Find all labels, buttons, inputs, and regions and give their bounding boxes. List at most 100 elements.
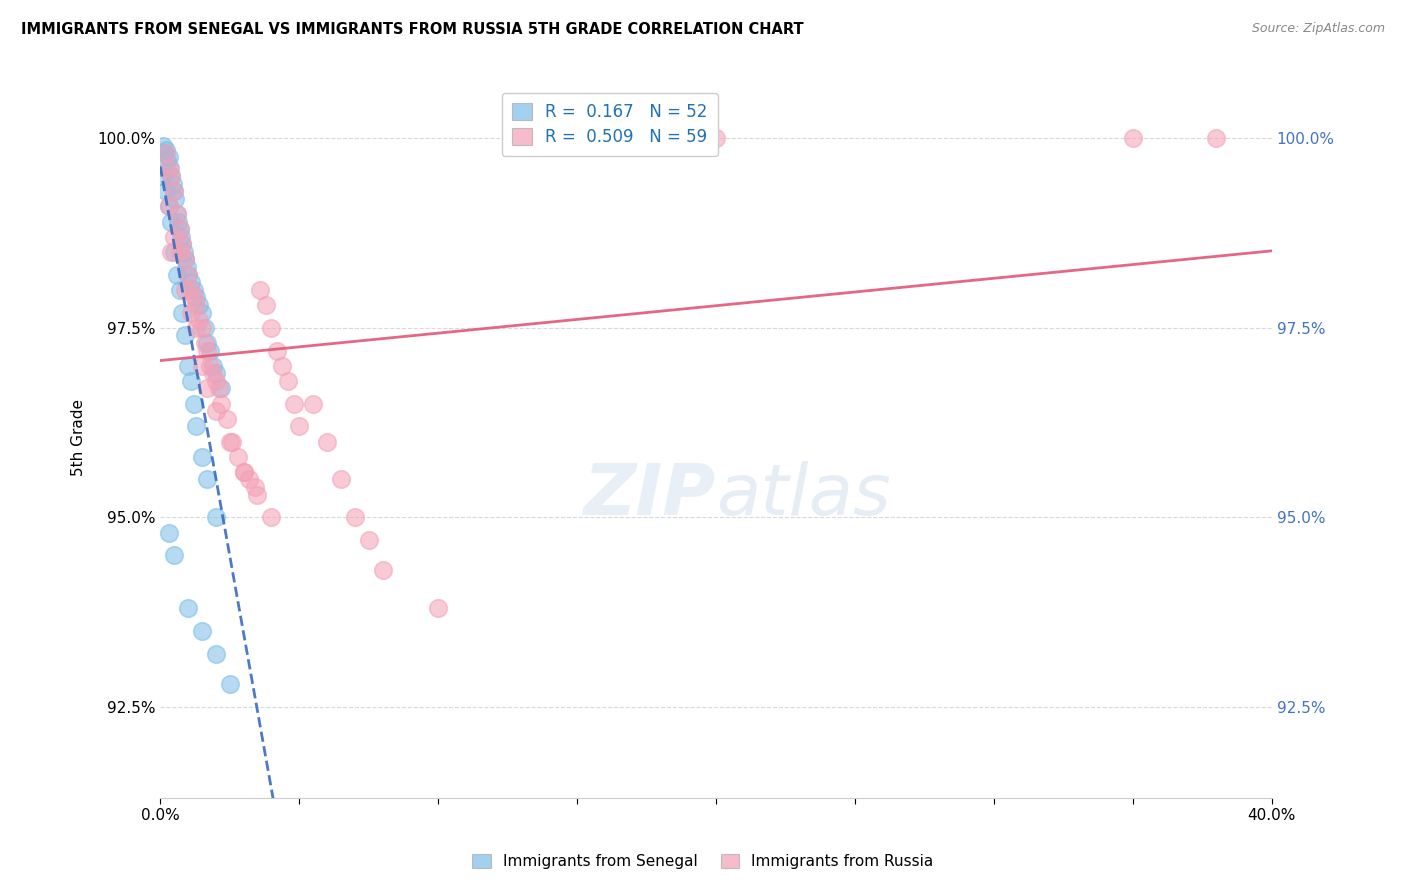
Point [218,434,240,449]
Point [180,275,202,289]
Point [254,298,277,312]
Point [204,647,226,661]
Point [177,268,200,282]
Point [357,533,380,548]
Point [169,222,191,236]
Point [186,290,208,304]
Point [167,214,190,228]
Point [163,184,186,198]
Point [249,283,271,297]
Point [260,320,283,334]
Point [186,320,208,334]
Point [174,283,197,297]
Y-axis label: 5th Grade: 5th Grade [72,400,86,476]
Point [329,473,352,487]
Point [197,343,219,358]
Point [153,146,176,161]
Point [159,161,181,176]
Point [215,411,238,425]
Point [166,268,188,282]
Point [156,153,179,168]
Point [177,359,200,373]
Point [200,343,222,358]
Text: atlas: atlas [716,461,890,530]
Point [169,222,191,236]
Point [186,298,208,312]
Text: Source: ZipAtlas.com: Source: ZipAtlas.com [1251,22,1385,36]
Point [152,138,174,153]
Point [204,510,226,524]
Point [288,419,311,434]
Point [191,305,214,319]
Point [160,169,183,183]
Point [174,252,197,267]
Point [191,450,214,464]
Point [157,525,180,540]
Point [194,335,217,350]
Point [260,510,283,524]
Point [170,229,193,244]
Point [177,268,200,282]
Point [180,305,202,319]
Point [155,184,177,198]
Point [176,260,198,274]
Point [207,381,229,395]
Point [197,473,219,487]
Point [157,199,180,213]
Point [191,624,214,639]
Point [183,396,205,410]
Point [202,359,225,373]
Point [191,320,214,334]
Point [204,404,226,418]
Point [246,488,269,502]
Point [232,465,254,479]
Point [243,480,266,494]
Point [204,374,226,388]
Point [232,465,254,479]
Text: ZIP: ZIP [583,461,716,530]
Point [180,283,202,297]
Point [197,381,219,395]
Point [163,244,186,259]
Point [226,450,249,464]
Point [191,359,214,373]
Point [197,335,219,350]
Legend: R =  0.167   N = 52, R =  0.509   N = 59: R = 0.167 N = 52, R = 0.509 N = 59 [502,93,717,156]
Point [163,549,186,563]
Point [157,150,180,164]
Point [194,320,217,334]
Point [283,396,305,410]
Point [157,161,180,176]
Point [172,237,194,252]
Point [172,237,194,252]
Point [160,214,183,228]
Point [169,283,191,297]
Point [155,143,177,157]
Point [188,313,211,327]
Point [188,298,211,312]
Point [204,366,226,380]
Point [165,192,187,206]
Point [1122,131,1144,145]
Point [277,374,299,388]
Point [163,229,186,244]
Point [427,601,450,615]
Point [266,343,288,358]
Point [166,207,188,221]
Point [166,207,188,221]
Point [271,359,294,373]
Point [343,510,366,524]
Point [371,564,394,578]
Point [160,244,183,259]
Point [183,283,205,297]
Text: IMMIGRANTS FROM SENEGAL VS IMMIGRANTS FROM RUSSIA 5TH GRADE CORRELATION CHART: IMMIGRANTS FROM SENEGAL VS IMMIGRANTS FR… [21,22,804,37]
Point [209,381,232,395]
Point [174,252,197,267]
Point [186,419,208,434]
Point [157,199,180,213]
Point [202,366,225,380]
Point [169,244,191,259]
Point [172,305,194,319]
Point [221,434,243,449]
Point [155,146,177,161]
